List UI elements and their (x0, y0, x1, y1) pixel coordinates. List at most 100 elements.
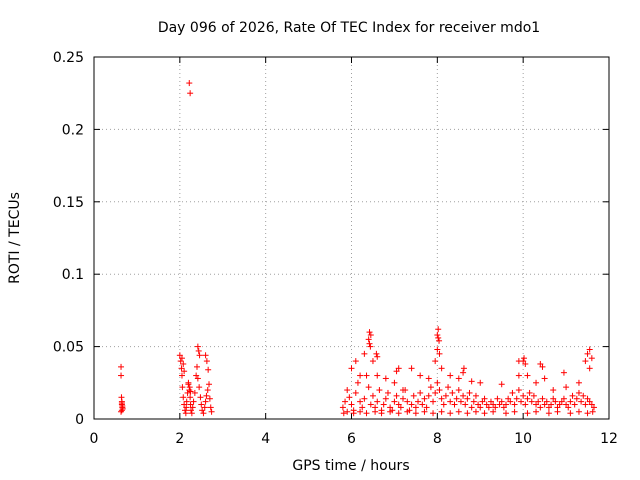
data-point (391, 379, 398, 386)
data-point (400, 395, 406, 402)
data-point (178, 355, 185, 362)
data-point (425, 375, 432, 382)
data-point (449, 389, 456, 396)
data-point (438, 408, 445, 415)
data-point (498, 381, 505, 388)
data-point (365, 384, 372, 391)
data-point (179, 384, 186, 391)
data-point (404, 408, 411, 415)
data-point (447, 398, 454, 405)
data-point (520, 392, 527, 399)
data-point (539, 395, 546, 402)
data-point (432, 358, 439, 365)
data-point (367, 343, 374, 350)
data-point (541, 375, 548, 382)
data-point (477, 379, 484, 386)
x-tick-label: 2 (175, 431, 184, 447)
data-point (582, 358, 589, 365)
data-point (468, 404, 475, 411)
data-point (430, 398, 437, 405)
data-point (395, 410, 402, 417)
data-point (201, 404, 208, 411)
data-point (436, 350, 443, 357)
data-point (537, 404, 544, 411)
data-point (339, 404, 346, 411)
x-tick-label: 12 (600, 431, 618, 447)
data-point (451, 401, 458, 408)
data-point (340, 410, 347, 417)
data-point (435, 334, 442, 341)
data-point (421, 408, 428, 415)
data-point (206, 381, 213, 388)
data-point (430, 410, 437, 417)
data-point (522, 401, 529, 408)
data-point (554, 408, 561, 415)
data-point (571, 401, 578, 408)
data-point (578, 398, 585, 405)
data-point (408, 401, 415, 408)
data-point (457, 398, 464, 405)
x-axis-label: GPS time / hours (292, 458, 409, 474)
data-point (187, 394, 194, 401)
x-tick-label: 6 (347, 431, 356, 447)
data-point (455, 387, 462, 394)
data-point (348, 401, 355, 408)
data-point (560, 395, 567, 402)
data-point (397, 404, 404, 411)
data-point (468, 378, 475, 385)
data-point (365, 336, 372, 343)
data-point (384, 389, 391, 396)
data-point (580, 392, 587, 399)
data-point (190, 398, 197, 405)
data-point (511, 401, 518, 408)
data-point (503, 401, 509, 408)
data-point (181, 368, 188, 375)
data-point (363, 372, 370, 379)
data-point (533, 408, 540, 415)
data-point (419, 401, 426, 408)
data-point (380, 401, 387, 408)
data-point (490, 408, 497, 415)
data-point (348, 365, 355, 372)
y-tick-label: 0.1 (62, 267, 84, 283)
data-point (535, 398, 542, 405)
data-point (503, 410, 509, 417)
data-point (518, 398, 525, 405)
data-point (118, 407, 125, 414)
data-point (344, 408, 351, 415)
data-point (191, 389, 198, 396)
data-point (494, 395, 501, 402)
data-point (425, 392, 432, 399)
data-point (376, 387, 383, 394)
data-point (357, 408, 364, 415)
data-point (472, 392, 479, 399)
data-point (550, 387, 557, 394)
data-point (378, 410, 385, 417)
data-point (565, 404, 572, 411)
data-point (447, 410, 454, 417)
data-point (189, 404, 196, 411)
data-point (200, 410, 207, 417)
data-point (438, 365, 445, 372)
y-tick-label: 0.2 (62, 122, 84, 138)
data-point (417, 389, 424, 396)
data-point (563, 384, 570, 391)
data-point (188, 410, 195, 417)
data-point (434, 379, 441, 386)
data-point (421, 395, 428, 402)
data-point (393, 392, 400, 399)
data-point (359, 404, 366, 411)
x-tick-label: 4 (261, 431, 270, 447)
data-point (477, 404, 484, 411)
data-point (588, 355, 595, 362)
data-point (533, 379, 540, 386)
data-point (435, 326, 442, 333)
data-point (357, 398, 364, 405)
data-point (442, 392, 449, 399)
data-point (202, 352, 209, 359)
data-points (118, 80, 597, 417)
data-point (464, 410, 471, 417)
data-point (178, 365, 185, 372)
data-point (509, 389, 516, 396)
data-point (539, 363, 546, 370)
